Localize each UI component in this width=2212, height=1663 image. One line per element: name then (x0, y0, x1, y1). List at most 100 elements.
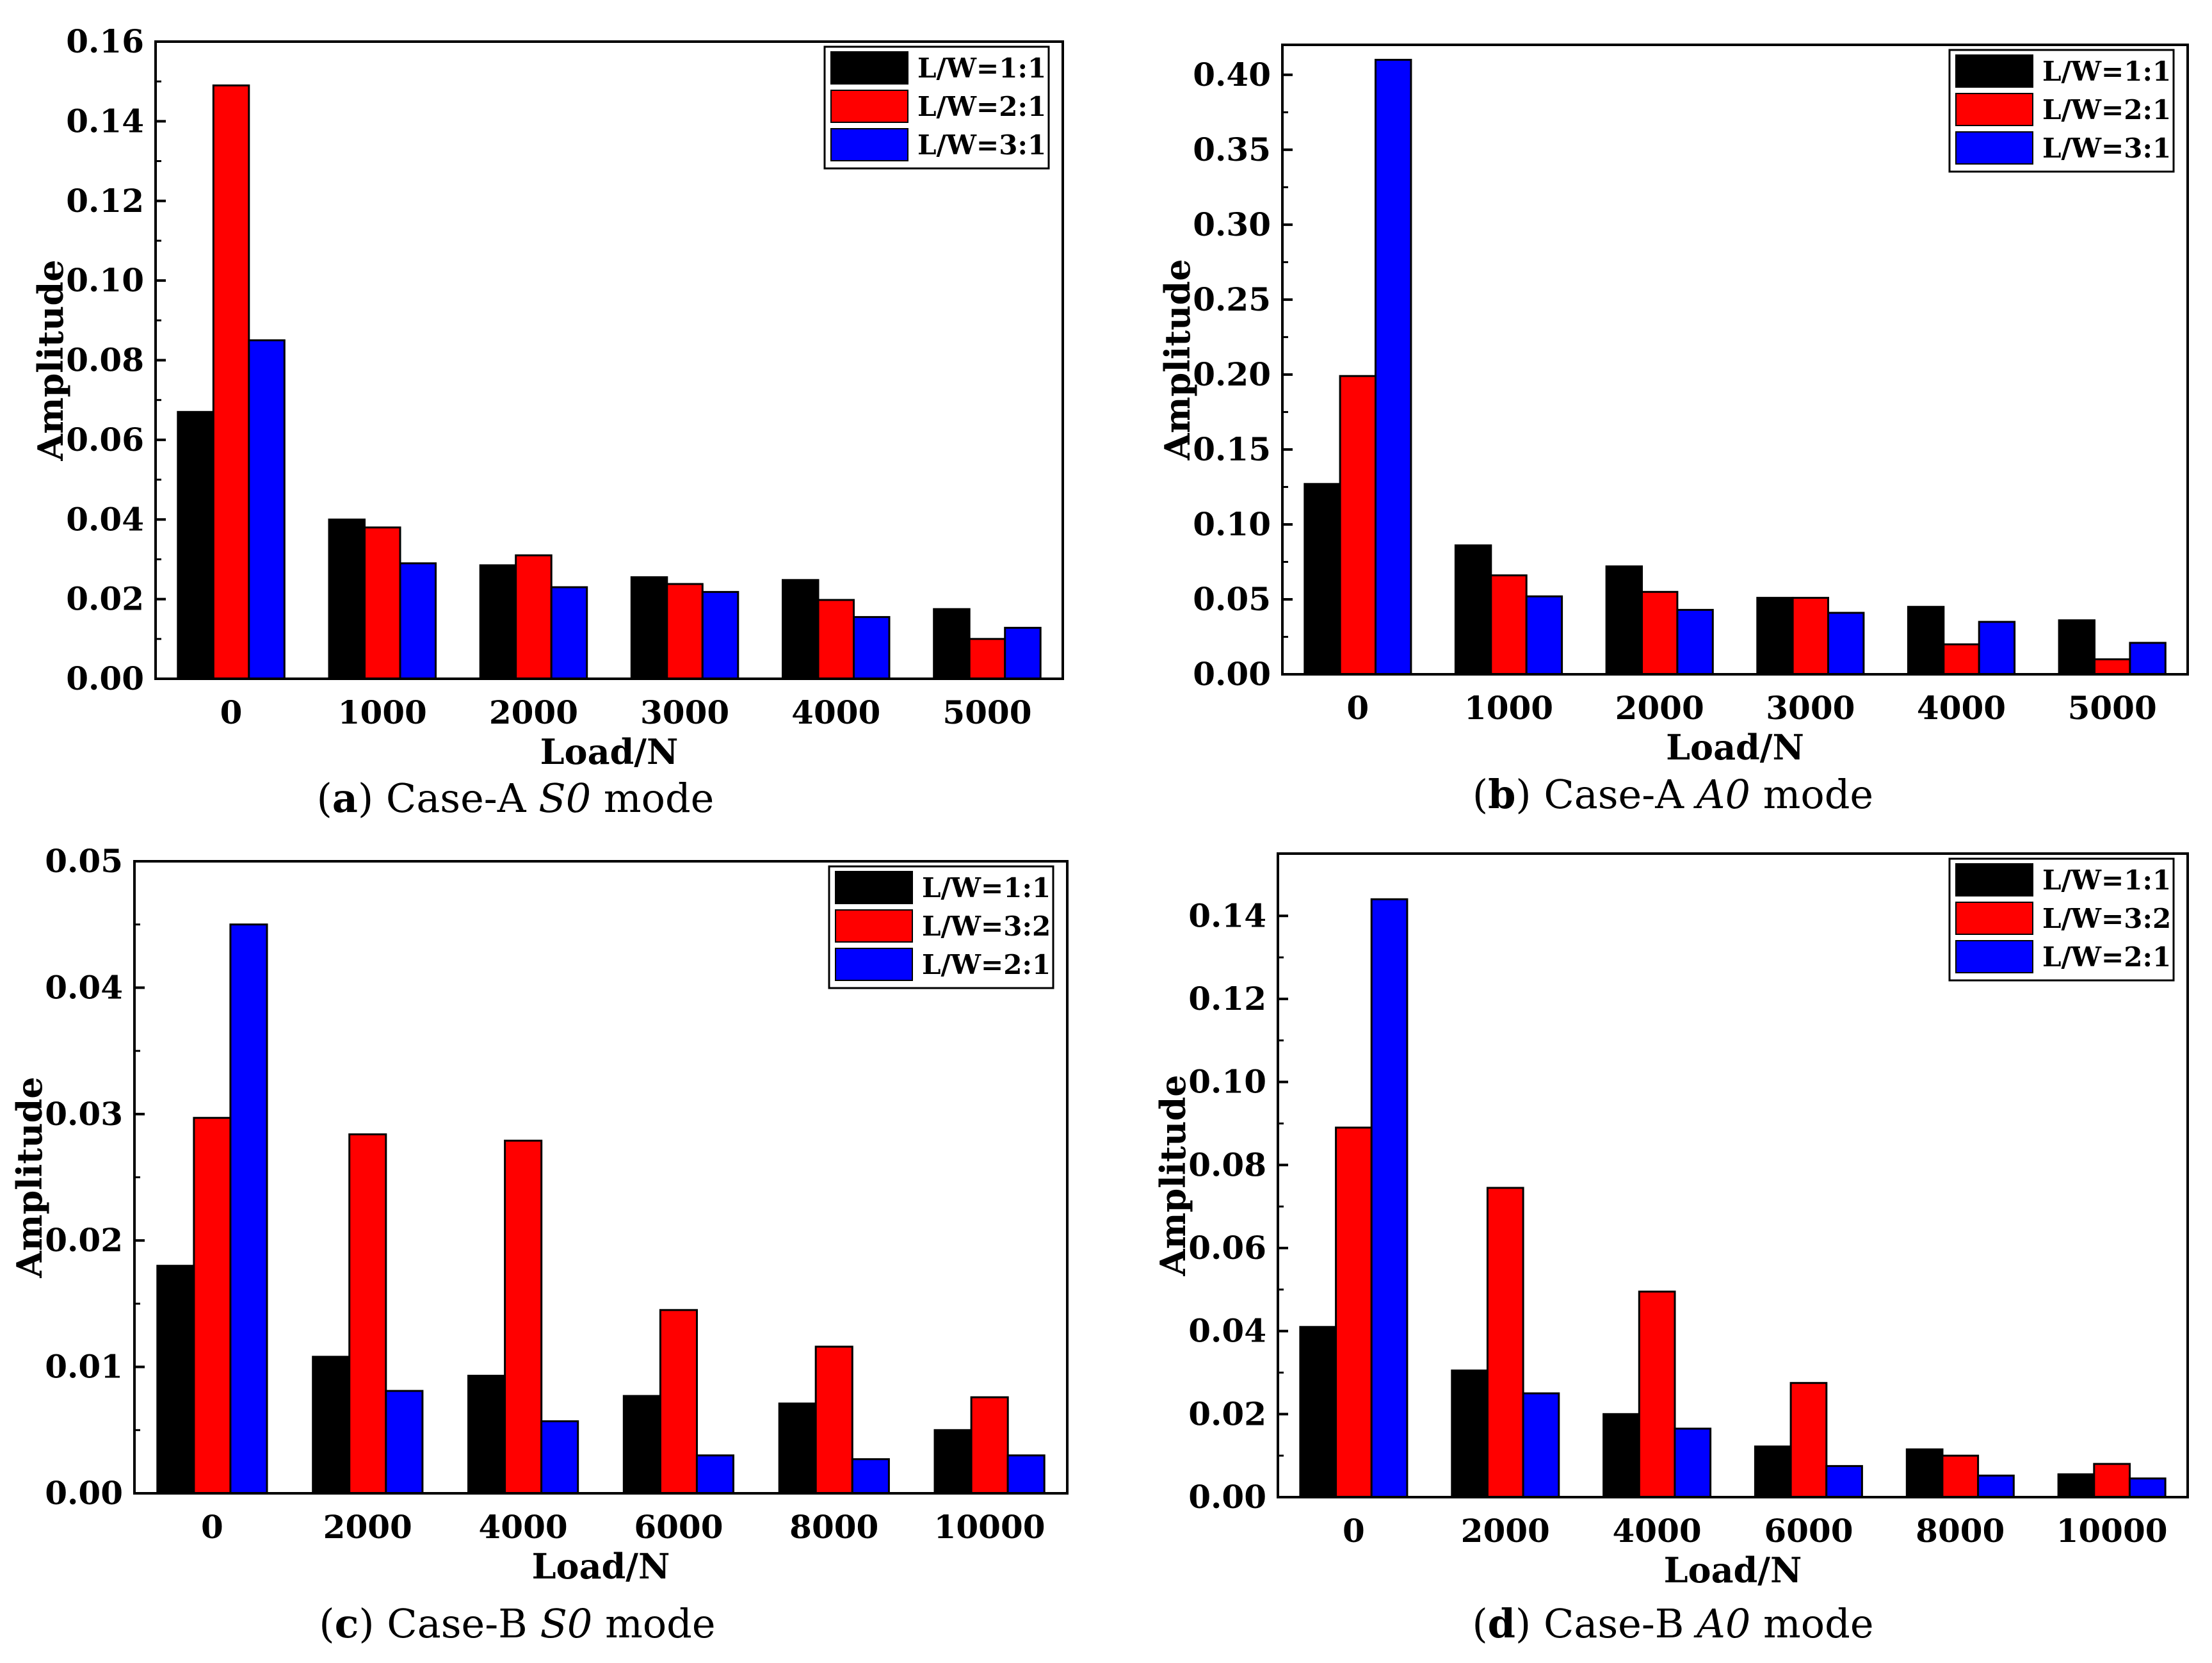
legend-label: L/W=1:1 (2042, 864, 2171, 896)
bar-c-s2-c4 (814, 1345, 853, 1495)
bar-a-s3-c0 (248, 339, 286, 680)
legend-label: L/W=3:2 (922, 911, 1051, 942)
bar-b-s1-c2 (1605, 565, 1643, 676)
y-tick-label: 0.10 (66, 261, 144, 299)
x-tick-label: 4000 (478, 1508, 567, 1546)
bar-a-s2-c0 (212, 84, 250, 680)
bar-d-s2-c0 (1335, 1126, 1373, 1498)
x-axis-title: Load/N (532, 1546, 670, 1587)
y-tick-label: 0.00 (1188, 1478, 1266, 1516)
bar-d-s3-c1 (1522, 1392, 1560, 1498)
y-tick-label: 0.14 (1188, 896, 1266, 934)
x-tick-label: 10000 (2056, 1512, 2168, 1550)
bar-c-s2-c3 (659, 1309, 698, 1495)
bar-a-s1-c2 (479, 564, 517, 680)
x-axis-title: Load/N (540, 731, 679, 772)
legend-swatch (830, 90, 908, 123)
x-tick-label: 8000 (789, 1508, 878, 1546)
x-tick-label: 0 (201, 1508, 223, 1546)
legend-label: L/W=2:1 (922, 949, 1051, 980)
legend: L/W=1:1 L/W=3:2 L/W=2:1 (828, 865, 1054, 989)
bar-c-s2-c5 (970, 1396, 1009, 1495)
bar-b-s1-c3 (1756, 597, 1794, 676)
legend-swatch (830, 51, 908, 85)
y-tick-label: 0.04 (45, 968, 123, 1006)
bar-b-s2-c3 (1791, 597, 1830, 676)
bar-c-s1-c5 (933, 1429, 973, 1495)
legend: L/W=1:1 L/W=3:2 L/W=2:1 (1948, 857, 2175, 982)
plot-frame (1281, 44, 2189, 676)
bar-d-s3-c5 (2128, 1477, 2167, 1498)
x-tick-label: 3000 (1766, 689, 1855, 727)
bar-b-s3-c3 (1827, 612, 1865, 676)
legend-swatch (1955, 902, 2033, 935)
legend-swatch (835, 909, 913, 943)
bar-b-s3-c0 (1375, 58, 1412, 676)
bar-b-s1-c4 (1907, 606, 1945, 676)
legend-label: L/W=2:1 (2042, 94, 2171, 126)
bar-d-s3-c2 (1674, 1427, 1712, 1498)
bar-a-s3-c1 (399, 562, 437, 680)
x-tick-label: 1000 (338, 694, 427, 731)
y-tick-label: 0.08 (66, 341, 144, 379)
y-axis-title: Amplitude (9, 1076, 50, 1278)
bar-b-s2-c0 (1339, 375, 1377, 676)
bar-a-s2-c2 (515, 554, 553, 680)
bar-c-s1-c2 (467, 1374, 506, 1495)
bar-d-s2-c2 (1638, 1290, 1676, 1498)
bar-a-s2-c3 (666, 583, 704, 680)
y-tick-label: 0.02 (1188, 1395, 1266, 1432)
y-tick-label: 0.16 (66, 22, 144, 60)
legend-label: L/W=3:1 (2042, 133, 2171, 164)
x-tick-label: 2000 (1615, 689, 1704, 727)
bar-b-s2-c2 (1641, 590, 1679, 676)
legend-swatch (830, 128, 908, 161)
legend: L/W=1:1 L/W=2:1 L/W=3:1 (823, 45, 1050, 170)
bar-c-s1-c3 (622, 1395, 661, 1495)
bar-d-s1-c2 (1602, 1413, 1640, 1498)
x-axis-title: Load/N (1664, 1550, 1802, 1591)
y-tick-label: 0.04 (66, 500, 144, 538)
y-tick-label: 0.05 (45, 842, 123, 880)
bar-c-s1-c1 (312, 1356, 351, 1495)
x-tick-label: 8000 (1916, 1512, 2005, 1550)
y-axis-title: Amplitude (1157, 259, 1198, 460)
bar-d-s2-c1 (1486, 1187, 1524, 1498)
legend-label: L/W=3:2 (2042, 903, 2171, 934)
y-tick-label: 0.12 (1188, 980, 1266, 1018)
x-tick-label: 10000 (934, 1508, 1045, 1546)
bar-c-s3-c1 (385, 1390, 424, 1495)
x-tick-label: 0 (220, 694, 243, 731)
legend-swatch (835, 871, 913, 904)
bar-d-s2-c4 (1941, 1454, 1980, 1498)
x-tick-label: 1000 (1464, 689, 1553, 727)
bar-b-s2-c5 (2094, 658, 2131, 676)
x-tick-label: 4000 (791, 694, 880, 731)
legend-label: L/W=1:1 (917, 53, 1046, 84)
y-axis-title: Amplitude (1152, 1075, 1193, 1276)
bar-a-s1-c4 (782, 579, 819, 680)
bar-d-s2-c5 (2093, 1463, 2131, 1498)
y-tick-label: 0.15 (1193, 430, 1271, 468)
bar-c-s2-c2 (504, 1139, 543, 1495)
bar-c-s3-c0 (229, 923, 268, 1495)
y-tick-label: 0.04 (1188, 1312, 1266, 1350)
legend-swatch (1955, 54, 2033, 88)
y-tick-label: 0.35 (1193, 131, 1271, 168)
bar-c-s1-c4 (778, 1402, 817, 1495)
bar-d-s1-c0 (1299, 1326, 1337, 1498)
y-tick-label: 0.00 (45, 1474, 123, 1512)
bar-c-s3-c4 (851, 1458, 890, 1495)
bar-b-s1-c5 (2058, 619, 2096, 676)
y-axis-title: Amplitude (30, 259, 71, 461)
y-tick-label: 0.12 (66, 182, 144, 220)
legend-swatch (1955, 863, 2033, 896)
y-tick-label: 0.06 (1188, 1229, 1266, 1267)
x-tick-label: 4000 (1917, 689, 2006, 727)
chart-panel-c: 0.00 0.01 0.02 0.03 0.04 0.05 0 2000 4000 6000 800… (9, 842, 1069, 1647)
legend-label: L/W=1:1 (2042, 56, 2171, 87)
bar-a-s3-c4 (853, 616, 891, 680)
x-tick-label: 6000 (634, 1508, 723, 1546)
bar-a-s1-c1 (328, 518, 366, 680)
